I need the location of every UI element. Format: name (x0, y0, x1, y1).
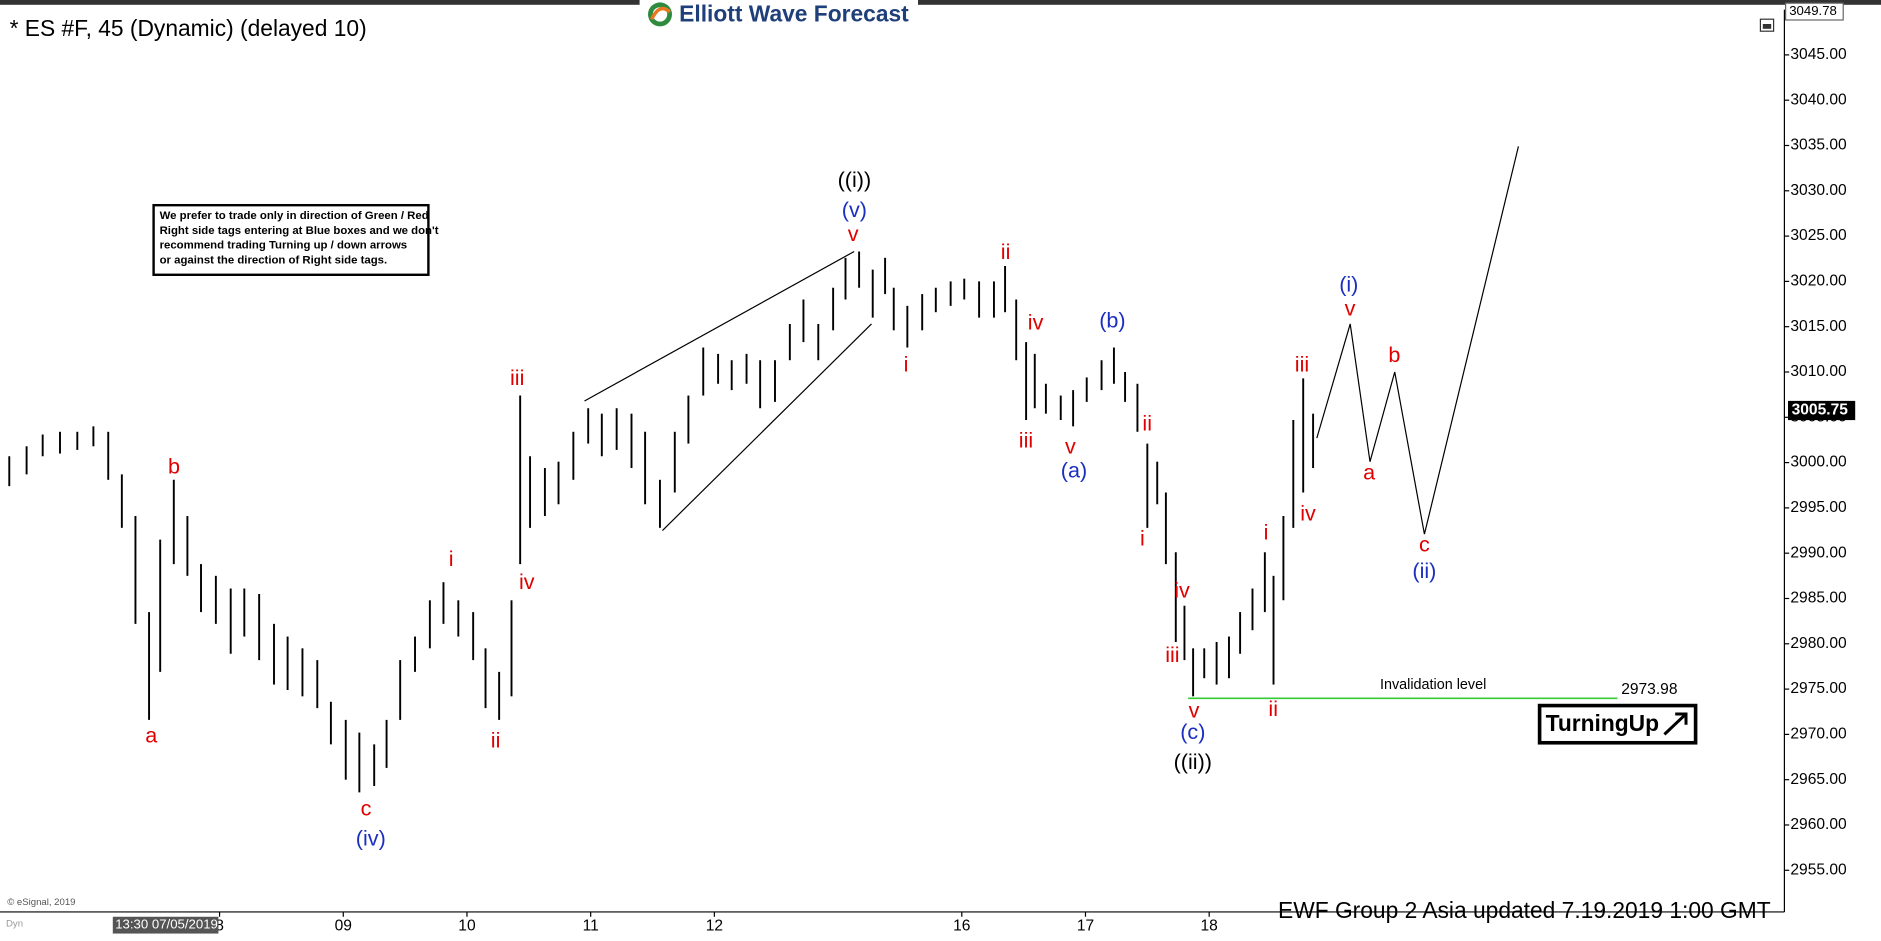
x-tick-label: 11 (583, 917, 599, 934)
badge: TurningUp (1537, 703, 1698, 745)
x-tick-label: 16 (953, 917, 970, 934)
top-price-box (1784, 2, 1844, 21)
y-tick-label: 2960.00 (1790, 816, 1847, 833)
wave-label: ((i)) (838, 167, 872, 192)
logo-icon (649, 6, 671, 21)
note-line: recommend trading Turning up / down arro… (160, 240, 408, 252)
wave-label: iv (519, 569, 535, 594)
x-tick-label: 09 (335, 917, 352, 934)
y-tick-label: 3025.00 (1790, 227, 1847, 244)
cursor-time-box (112, 916, 219, 934)
y-tick-label: 3035.00 (1790, 137, 1847, 154)
wave-label: ii (1268, 696, 1278, 721)
badge-frame (1537, 703, 1698, 745)
invalidation-label: Invalidation level (1380, 677, 1486, 693)
y-tick-label: 3020.00 (1790, 273, 1847, 290)
wave-label: (ii) (1412, 558, 1436, 583)
wave-label: iv (1174, 577, 1190, 602)
wave-label: (i) (1339, 271, 1358, 296)
logo-box (639, 0, 918, 32)
wave-label: i (904, 352, 909, 377)
wedge-line (584, 250, 855, 402)
y-tick-label: 2995.00 (1790, 499, 1847, 516)
y-tick-label: 2980.00 (1790, 635, 1847, 652)
x-tick-label: 17 (1077, 917, 1094, 934)
y-tick-label: 3000.00 (1790, 454, 1847, 471)
wave-label: (b) (1099, 307, 1125, 332)
note-box: We prefer to trade only in direction of … (152, 203, 439, 276)
x-tick-label: 12 (706, 917, 723, 934)
wave-label: iv (1300, 500, 1316, 525)
cursor-time: 13:30 07/05/2019 (115, 917, 218, 932)
wave-label: (a) (1061, 457, 1087, 482)
wave-label: v (1065, 433, 1076, 458)
wave-label: a (1363, 460, 1375, 485)
wave-label: iii (1295, 352, 1309, 377)
wave-label: (iv) (356, 826, 386, 851)
copyright: © eSignal, 2019 (7, 897, 75, 908)
wave-label: ii (1001, 239, 1011, 264)
note-line: We prefer to trade only in direction of … (160, 210, 429, 222)
wave-label: b (1388, 342, 1400, 367)
wave-label: iii (510, 365, 524, 390)
invalidation-value: 2973.98 (1621, 681, 1677, 698)
projection-line (1316, 146, 1520, 535)
wave-label: iii (1019, 427, 1033, 452)
y-tick-label: 2965.00 (1790, 771, 1847, 788)
note-line: or against the direction of Right side t… (160, 254, 388, 266)
wave-label: iv (1028, 310, 1044, 335)
wave-label: i (449, 546, 454, 571)
wave-label: ((ii)) (1174, 749, 1212, 774)
logo-text: Elliott Wave Forecast (679, 1, 909, 27)
note-line: Right side tags entering at Blue boxes a… (160, 225, 439, 237)
wave-label: v (1345, 295, 1356, 320)
wave-label: (c) (1180, 719, 1205, 744)
y-tick-label: 3040.00 (1790, 91, 1847, 108)
top-price: 3049.78 (1789, 3, 1837, 18)
wedge-line (662, 323, 872, 531)
top-border (0, 0, 1881, 5)
y-tick-label: 2985.00 (1790, 590, 1847, 607)
window-icon (1762, 23, 1772, 29)
y-tick-label: 3010.00 (1790, 363, 1847, 380)
wave-label: ii (491, 727, 501, 752)
wave-label: v (848, 221, 859, 246)
y-tick-label: 2975.00 (1790, 680, 1847, 697)
wave-label: iii (1165, 642, 1179, 667)
y-tick-label: 3030.00 (1790, 182, 1847, 199)
wave-label: i (1140, 526, 1145, 551)
last-price-box (1788, 400, 1856, 421)
dyn-label: Dyn (6, 918, 23, 929)
y-tick-label: 2970.00 (1790, 726, 1847, 743)
y-tick-label: 2990.00 (1790, 544, 1847, 561)
badge-text: TurningUp (1546, 710, 1659, 736)
wave-label: v (1189, 697, 1200, 722)
footer: EWF Group 2 Asia updated 7.19.2019 1:00 … (1278, 897, 1771, 923)
wave-label: c (1419, 532, 1430, 557)
y-tick-label: 3045.00 (1790, 46, 1847, 63)
wave-label: b (168, 454, 180, 479)
wave-label: ii (1142, 410, 1152, 435)
x-tick-label: 8 (215, 917, 224, 934)
wave-label: a (145, 722, 157, 747)
x-tick-label: 10 (458, 917, 476, 934)
wave-label: c (361, 796, 372, 821)
y-tick-label: 3015.00 (1790, 318, 1847, 335)
badge-arrow (1663, 712, 1688, 736)
note-frame (152, 203, 430, 276)
x-tick-label: 18 (1201, 917, 1218, 934)
wave-label: (v) (842, 197, 867, 222)
chart-title: * ES #F, 45 (Dynamic) (delayed 10) (10, 15, 367, 41)
wave-label: i (1264, 520, 1269, 545)
last-price: 3005.75 (1792, 402, 1849, 419)
y-tick-label: 2955.00 (1790, 861, 1847, 878)
